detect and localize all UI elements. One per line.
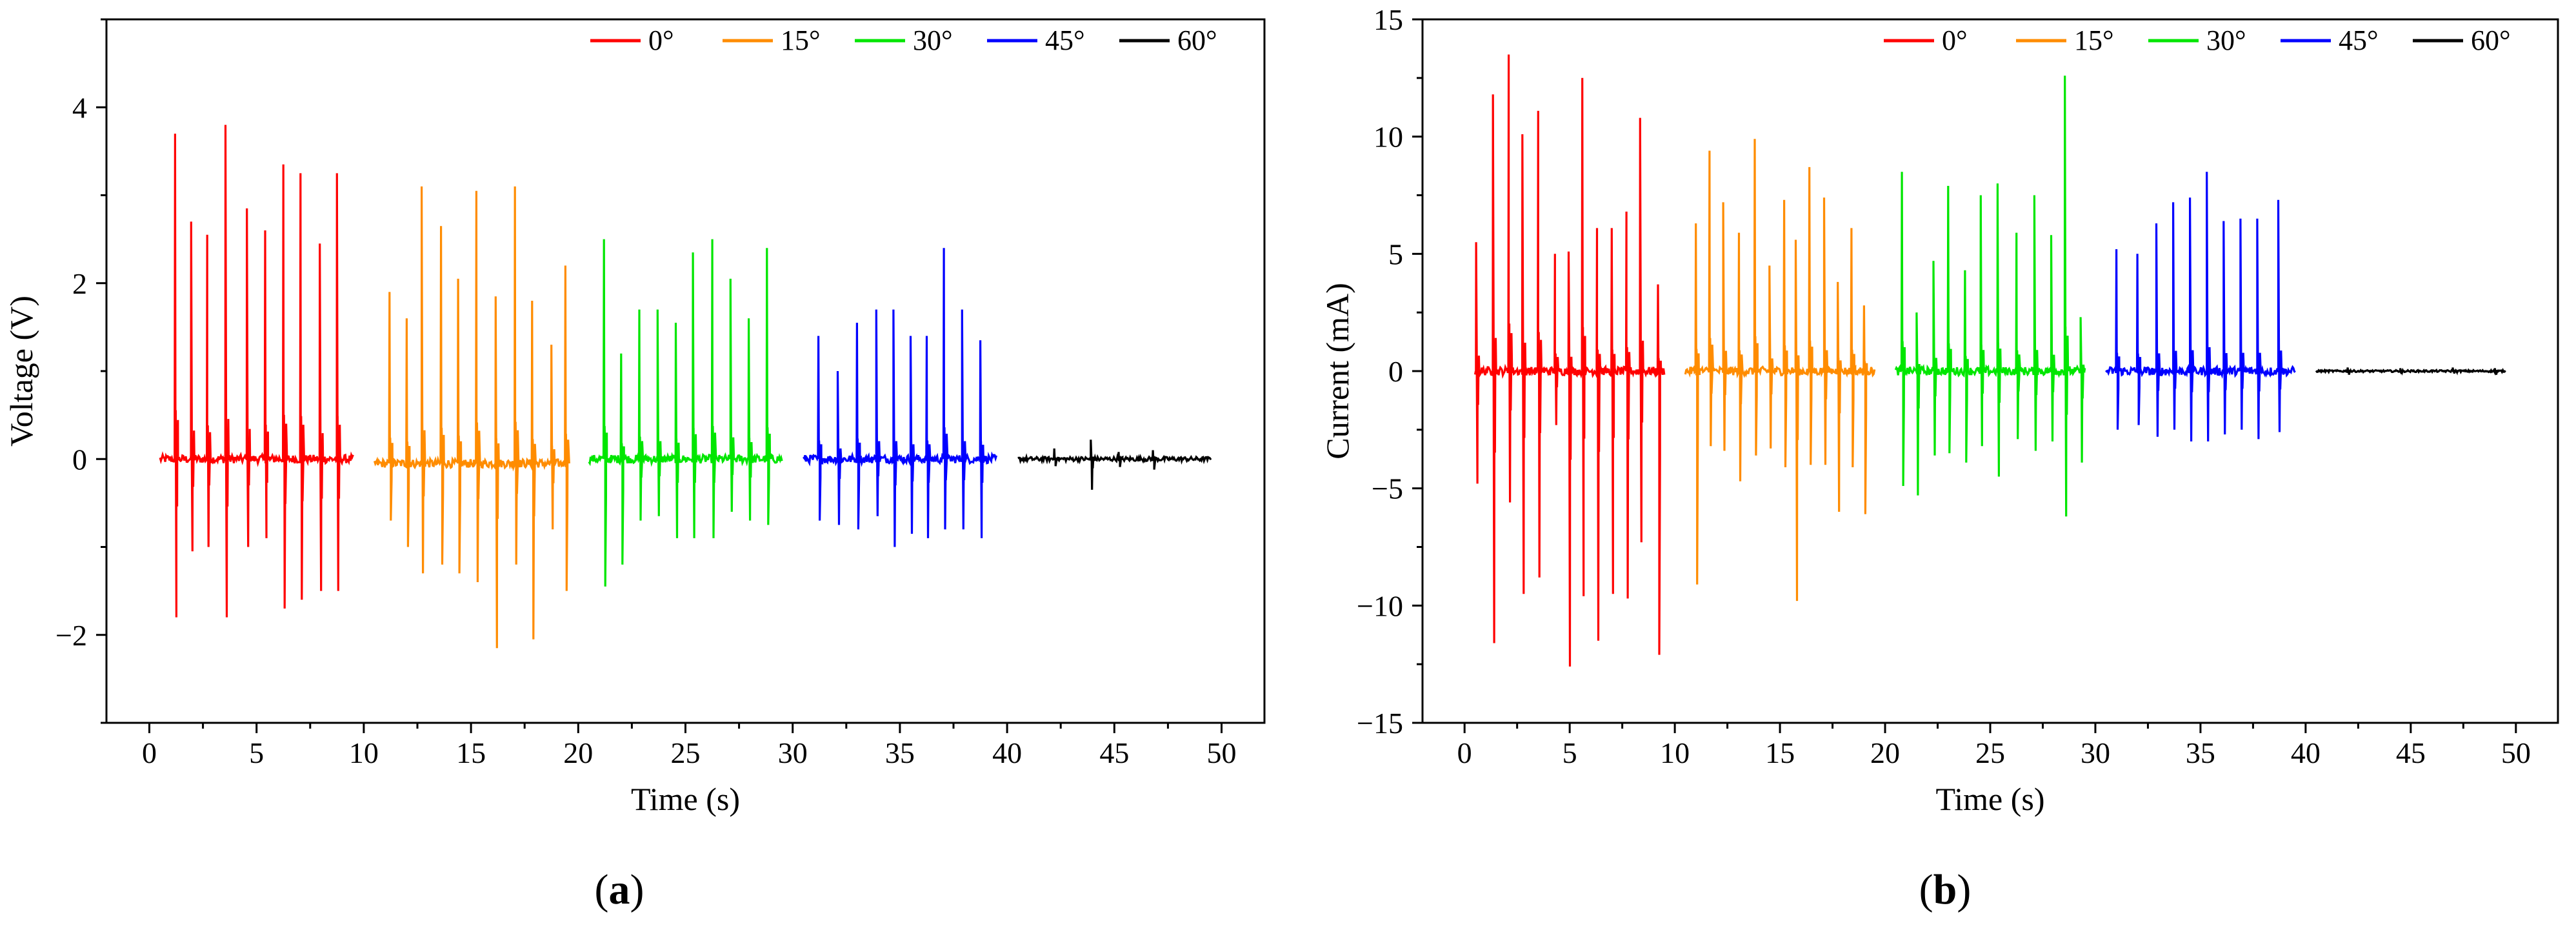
y-tick-label: −5 [1372, 472, 1403, 505]
series-line-2 [1894, 76, 2086, 517]
x-tick-label: 50 [1207, 736, 1237, 769]
x-axis-title: Time (s) [631, 781, 740, 817]
series-line-4 [1017, 440, 1212, 490]
chart-panel-a: 0 5 10 15 20 25 30 35 40 45 50 −2 0 2 4 Time (s) Voltage… [3, 18, 1266, 913]
x-tick-label: 30 [778, 736, 808, 769]
x-tick-label: 0 [142, 736, 157, 769]
x-tick-label: 5 [249, 736, 264, 769]
x-axis-title: Time (s) [1935, 781, 2044, 817]
legend-label: 30° [913, 25, 953, 56]
x-tick-label: 40 [2291, 736, 2321, 769]
x-tick-label: 35 [2186, 736, 2215, 769]
chart-panel-b: 0 5 10 15 20 25 30 35 40 45 50 −15 −10 −5 0 5 10 15 Time (… [1319, 3, 2559, 913]
legend-label: 60° [2471, 25, 2511, 56]
y-axis-title: Voltage (V) [3, 296, 39, 447]
series-line-0 [159, 125, 354, 618]
series-line-0 [1473, 54, 1666, 667]
legend-label: 0° [1942, 25, 1968, 56]
series-line-1 [1684, 139, 1876, 601]
legend-label: 30° [2206, 25, 2246, 56]
panel-caption: (a) [595, 866, 644, 913]
x-tick-label: 10 [1660, 736, 1690, 769]
x-tick-label: 35 [885, 736, 915, 769]
x-tick-label: 10 [349, 736, 379, 769]
x-tick-label: 5 [1563, 736, 1577, 769]
y-tick-label: 15 [1373, 3, 1403, 36]
y-tick-label: 10 [1373, 121, 1403, 154]
x-tick-label: 20 [563, 736, 593, 769]
x-tick-label: 45 [1099, 736, 1129, 769]
x-tick-label: 25 [671, 736, 701, 769]
series-line-1 [373, 186, 570, 649]
y-tick-label: 2 [72, 267, 87, 300]
legend-label: 45° [1045, 25, 1085, 56]
y-tick-label: 5 [1388, 238, 1403, 270]
legend-label: 0° [648, 25, 674, 56]
x-tick-label: 15 [1765, 736, 1795, 769]
panel-caption: (b) [1919, 866, 1972, 913]
y-tick-label: −10 [1357, 589, 1403, 622]
legend-label: 15° [2074, 25, 2114, 56]
x-tick-label: 30 [2081, 736, 2110, 769]
legend-label: 15° [781, 25, 821, 56]
y-tick-label: −2 [55, 619, 87, 652]
series-line-3 [803, 248, 998, 547]
x-tick-label: 20 [1870, 736, 1900, 769]
y-tick-label: −15 [1357, 707, 1403, 740]
y-axis-title: Current (mA) [1319, 283, 1355, 460]
x-tick-label: 15 [456, 736, 486, 769]
legend-label: 60° [1177, 25, 1217, 56]
x-tick-label: 40 [992, 736, 1022, 769]
x-tick-label: 45 [2396, 736, 2426, 769]
y-tick-label: 0 [72, 443, 87, 476]
y-tick-label: 4 [72, 91, 87, 124]
x-tick-label: 50 [2501, 736, 2531, 769]
legend-label: 45° [2339, 25, 2379, 56]
series-line-4 [2315, 367, 2506, 376]
series-line-3 [2105, 172, 2296, 442]
series-line-2 [588, 239, 783, 587]
x-tick-label: 0 [1457, 736, 1472, 769]
x-tick-label: 25 [1975, 736, 2005, 769]
y-tick-label: 0 [1388, 355, 1403, 388]
